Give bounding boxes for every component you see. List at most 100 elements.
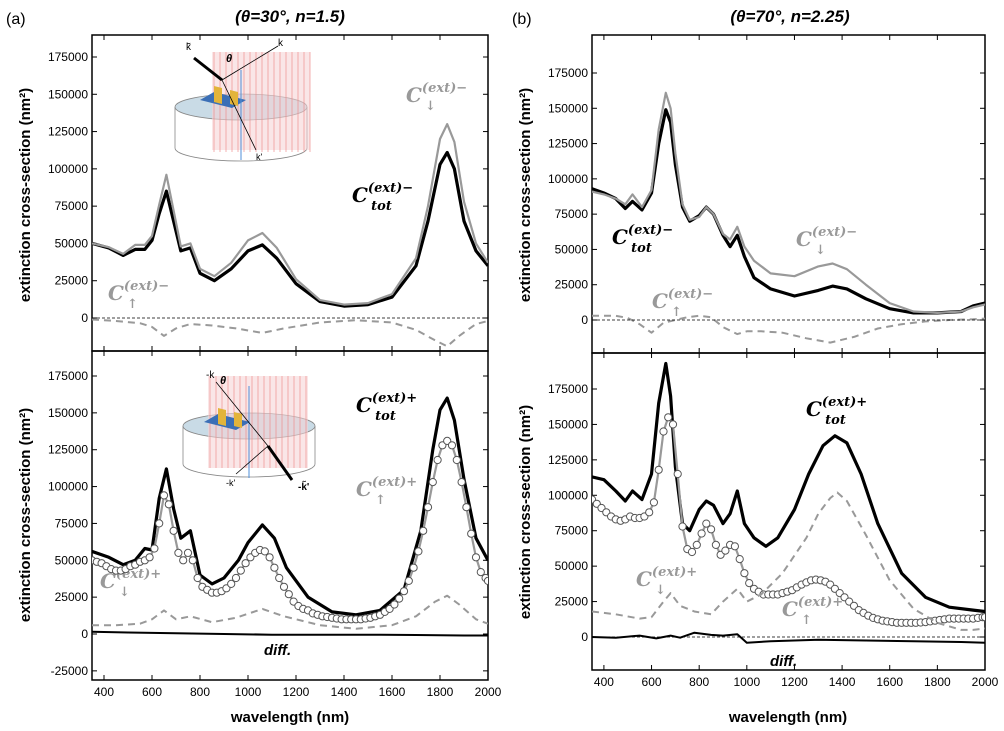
series-line: [592, 491, 985, 631]
inset-label-theta: θ: [220, 375, 226, 387]
x-tick-label: 800: [689, 675, 709, 689]
annotation-a-bottom-diff: diff.: [264, 642, 291, 659]
inset-label-theta: θ: [226, 53, 232, 65]
data-point: [169, 526, 178, 535]
nanostructure-icon: [204, 408, 250, 430]
data-point: [275, 573, 284, 583]
data-point: [697, 529, 706, 538]
y-tick-label: 25000: [55, 590, 89, 604]
x-tick-label: 1200: [781, 675, 808, 689]
plot-frame: [591, 352, 986, 671]
y-tick-label: 125000: [548, 137, 588, 151]
x-tick-label: 1800: [924, 675, 951, 689]
data-point: [740, 569, 749, 578]
data-point: [284, 590, 293, 599]
annotation-b-bottom-tot: C(ext)+ tot: [806, 395, 867, 428]
transmitted-k-prime-line-icon: [221, 79, 257, 151]
plot-b-top: 0 25000 50000 75000 100000 125000 150000 175000: [548, 34, 986, 354]
data-point: [227, 579, 236, 589]
data-point: [687, 547, 697, 557]
y-tick-label: 50000: [55, 553, 89, 567]
y-tick-label: 0: [581, 630, 588, 644]
data-point: [241, 559, 250, 568]
data-point: [483, 576, 488, 585]
data-point: [476, 568, 485, 577]
inset-label-kprime: k': [256, 152, 263, 162]
y-tick-label: 25000: [55, 274, 89, 288]
y-tick-label: 50000: [55, 236, 89, 250]
data-point: [155, 519, 164, 528]
series-line: [592, 91, 985, 314]
annotation-b-top-up: C(ext)− ↑: [652, 287, 713, 320]
data-point: [193, 573, 202, 583]
inset-label-minus-kprime: -k': [226, 478, 235, 488]
y-tick-label: 175000: [48, 369, 88, 383]
data-point: [673, 469, 682, 479]
x-tick-label: 600: [642, 675, 662, 689]
panel-b-letter: (b): [512, 11, 532, 28]
x-tick-label: 1000: [235, 685, 262, 699]
x-tick-label: 1800: [427, 685, 454, 699]
y-tick-label: 75000: [555, 524, 589, 538]
data-point: [702, 519, 711, 528]
incident-k-arrow-icon: [193, 56, 223, 82]
annotation-a-bottom-tot: C(ext)+ tot: [356, 391, 417, 424]
y-tick-label: 150000: [48, 406, 88, 420]
x-tick-label: 1000: [733, 675, 760, 689]
x-tick-label: 800: [190, 685, 210, 699]
annotation-a-top-down: C(ext)− ↓: [406, 81, 467, 114]
y-tick-label: 75000: [55, 199, 89, 213]
series-line: [92, 150, 488, 308]
data-point: [183, 548, 193, 558]
data-point: [414, 547, 423, 556]
panel-a-title: (θ=30°, n=1.5): [235, 7, 345, 26]
data-point: [467, 529, 476, 538]
x-tick-label: 1600: [876, 675, 903, 689]
plot-b-bottom: 0 25000 50000 75000 100000 125000 150000 175000…: [548, 352, 999, 689]
data-point: [179, 556, 188, 565]
x-tick-label: 2000: [972, 675, 999, 689]
data-point: [711, 540, 721, 550]
data-point: [659, 427, 668, 436]
x-tick-label: 1400: [829, 675, 856, 689]
series-line: [592, 631, 985, 644]
annotation-b-top-down: C(ext)− ↓: [796, 225, 857, 258]
inset-label-minus-ktilde-prime: -k̃': [298, 480, 309, 493]
data-point: [664, 413, 673, 422]
x-tick-label: 1200: [283, 685, 310, 699]
y-tick-label: 100000: [548, 172, 588, 186]
x-tick-label: 600: [142, 685, 162, 699]
panel-b-title: (θ=70°, n=2.25): [730, 7, 850, 26]
plot-a-bottom: -25000 0 25000 50000 75000 100000 125000 150000…: [48, 350, 502, 699]
y-tick-label: 100000: [548, 488, 588, 502]
inset-label-minus-k: -k: [206, 370, 215, 381]
series-line: [592, 314, 985, 344]
annotation-b-bottom-diff: diff.: [770, 653, 797, 670]
y-tick-label: 75000: [55, 516, 89, 530]
data-point: [390, 600, 399, 609]
series-line: [592, 361, 985, 614]
y-tick-label: 175000: [48, 50, 88, 64]
y-tick-label: 100000: [48, 480, 88, 494]
series-line: [92, 318, 488, 348]
ylabel-a-top: extinction cross-section (nm²): [17, 88, 34, 302]
panel-a-letter: (a): [6, 11, 26, 28]
y-tick-label: 175000: [548, 382, 588, 396]
y-tick-label: 0: [581, 313, 588, 327]
data-point: [404, 576, 413, 586]
inset-schematic-bottom: -k θ -k' -k̃': [182, 370, 316, 493]
data-point: [395, 594, 404, 603]
data-point: [150, 544, 159, 553]
y-tick-label: 150000: [548, 101, 588, 115]
annotation-b-top-tot: C(ext)− tot: [612, 223, 673, 256]
data-point: [231, 573, 241, 583]
series-line: [92, 630, 488, 637]
xlabel-a: wavelength (nm): [230, 709, 349, 726]
data-point: [649, 498, 659, 507]
data-point: [745, 579, 754, 588]
series-line: [92, 396, 488, 617]
reflected-k-line-icon: [221, 45, 279, 81]
ylabel-b-top: extinction cross-section (nm²): [517, 88, 534, 302]
data-point: [730, 542, 740, 551]
data-point: [462, 503, 471, 512]
